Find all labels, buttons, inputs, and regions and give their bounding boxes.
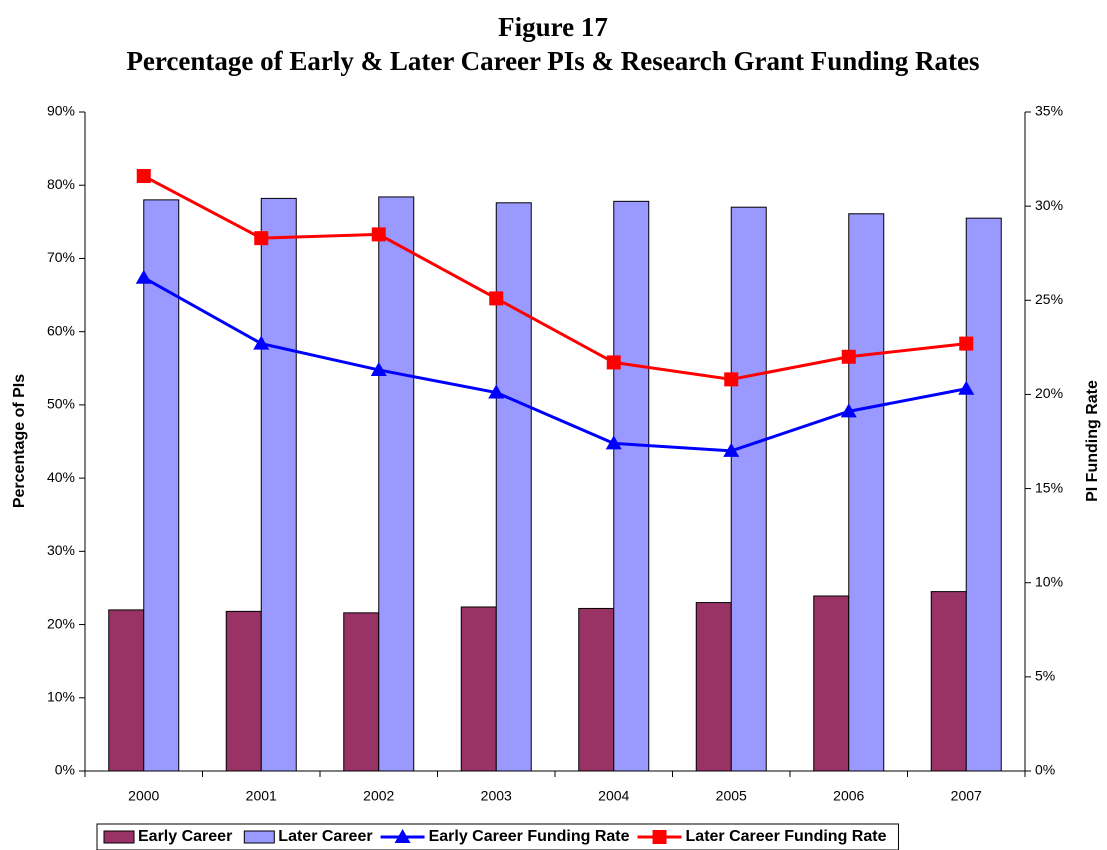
bar bbox=[495, 202, 532, 772]
y-tick-label: 70% bbox=[47, 249, 75, 265]
marker bbox=[488, 384, 505, 399]
bar bbox=[225, 610, 262, 772]
marker bbox=[606, 355, 621, 370]
marker bbox=[841, 349, 856, 364]
chart-title: Figure 17 bbox=[498, 12, 608, 42]
y2-tick-label: 25% bbox=[1035, 291, 1063, 307]
y2-axis-title: PI Funding Rate bbox=[1084, 380, 1101, 502]
bar bbox=[143, 199, 180, 772]
y-tick-label: 30% bbox=[47, 542, 75, 558]
marker bbox=[959, 336, 974, 351]
y2-tick-label: 35% bbox=[1035, 103, 1063, 119]
legend-swatch bbox=[103, 830, 135, 844]
bar bbox=[965, 217, 1002, 772]
marker bbox=[394, 829, 411, 843]
legend-text: Later Career bbox=[278, 828, 372, 845]
bar bbox=[695, 602, 732, 772]
marker bbox=[723, 442, 740, 457]
y-tick-label: 80% bbox=[47, 176, 75, 192]
bar bbox=[260, 197, 297, 772]
legend-swatch bbox=[243, 830, 275, 844]
x-tick-label: 2007 bbox=[951, 788, 982, 804]
legend-text: Early Career Funding Rate bbox=[429, 828, 630, 845]
y-tick-label: 50% bbox=[47, 396, 75, 412]
legend-text: Later Career Funding Rate bbox=[686, 828, 887, 845]
y-tick-label: 60% bbox=[47, 322, 75, 338]
y-tick-label: 90% bbox=[47, 103, 75, 119]
marker bbox=[840, 403, 857, 418]
x-tick-label: 2001 bbox=[246, 788, 277, 804]
marker bbox=[724, 372, 739, 387]
bar bbox=[730, 206, 767, 772]
chart-subtitle: Percentage of Early & Later Career PIs &… bbox=[126, 46, 979, 76]
marker bbox=[135, 269, 152, 284]
bar bbox=[578, 607, 615, 772]
y2-tick-label: 15% bbox=[1035, 479, 1063, 495]
bar bbox=[813, 595, 850, 772]
bar bbox=[613, 200, 650, 772]
bar bbox=[460, 606, 497, 772]
marker bbox=[605, 435, 622, 450]
x-tick-label: 2004 bbox=[598, 788, 629, 804]
bar bbox=[848, 213, 885, 772]
bar bbox=[343, 612, 380, 772]
legend-text: Early Career bbox=[138, 828, 232, 845]
y2-tick-label: 5% bbox=[1035, 668, 1055, 684]
bar bbox=[108, 609, 145, 772]
x-tick-label: 2002 bbox=[363, 788, 394, 804]
y-tick-label: 0% bbox=[55, 762, 75, 778]
marker bbox=[253, 335, 270, 350]
legend bbox=[96, 823, 899, 850]
x-tick-label: 2000 bbox=[128, 788, 159, 804]
line bbox=[143, 174, 967, 381]
marker bbox=[136, 169, 151, 184]
x-tick-label: 2003 bbox=[481, 788, 512, 804]
y2-tick-label: 0% bbox=[1035, 762, 1055, 778]
y-tick-label: 40% bbox=[47, 469, 75, 485]
line bbox=[143, 276, 967, 453]
marker bbox=[652, 830, 667, 844]
marker bbox=[489, 291, 504, 306]
y-tick-label: 10% bbox=[47, 688, 75, 704]
x-tick-label: 2006 bbox=[833, 788, 864, 804]
y2-tick-label: 20% bbox=[1035, 385, 1063, 401]
y-tick-label: 20% bbox=[47, 615, 75, 631]
bar bbox=[930, 591, 967, 772]
y-axis-title: Percentage of PIs bbox=[11, 374, 28, 508]
marker bbox=[958, 380, 975, 395]
y2-tick-label: 10% bbox=[1035, 573, 1063, 589]
marker bbox=[371, 227, 386, 242]
marker bbox=[254, 231, 269, 246]
bar bbox=[378, 196, 415, 772]
y2-tick-label: 30% bbox=[1035, 197, 1063, 213]
x-tick-label: 2005 bbox=[716, 788, 747, 804]
marker bbox=[370, 361, 387, 376]
